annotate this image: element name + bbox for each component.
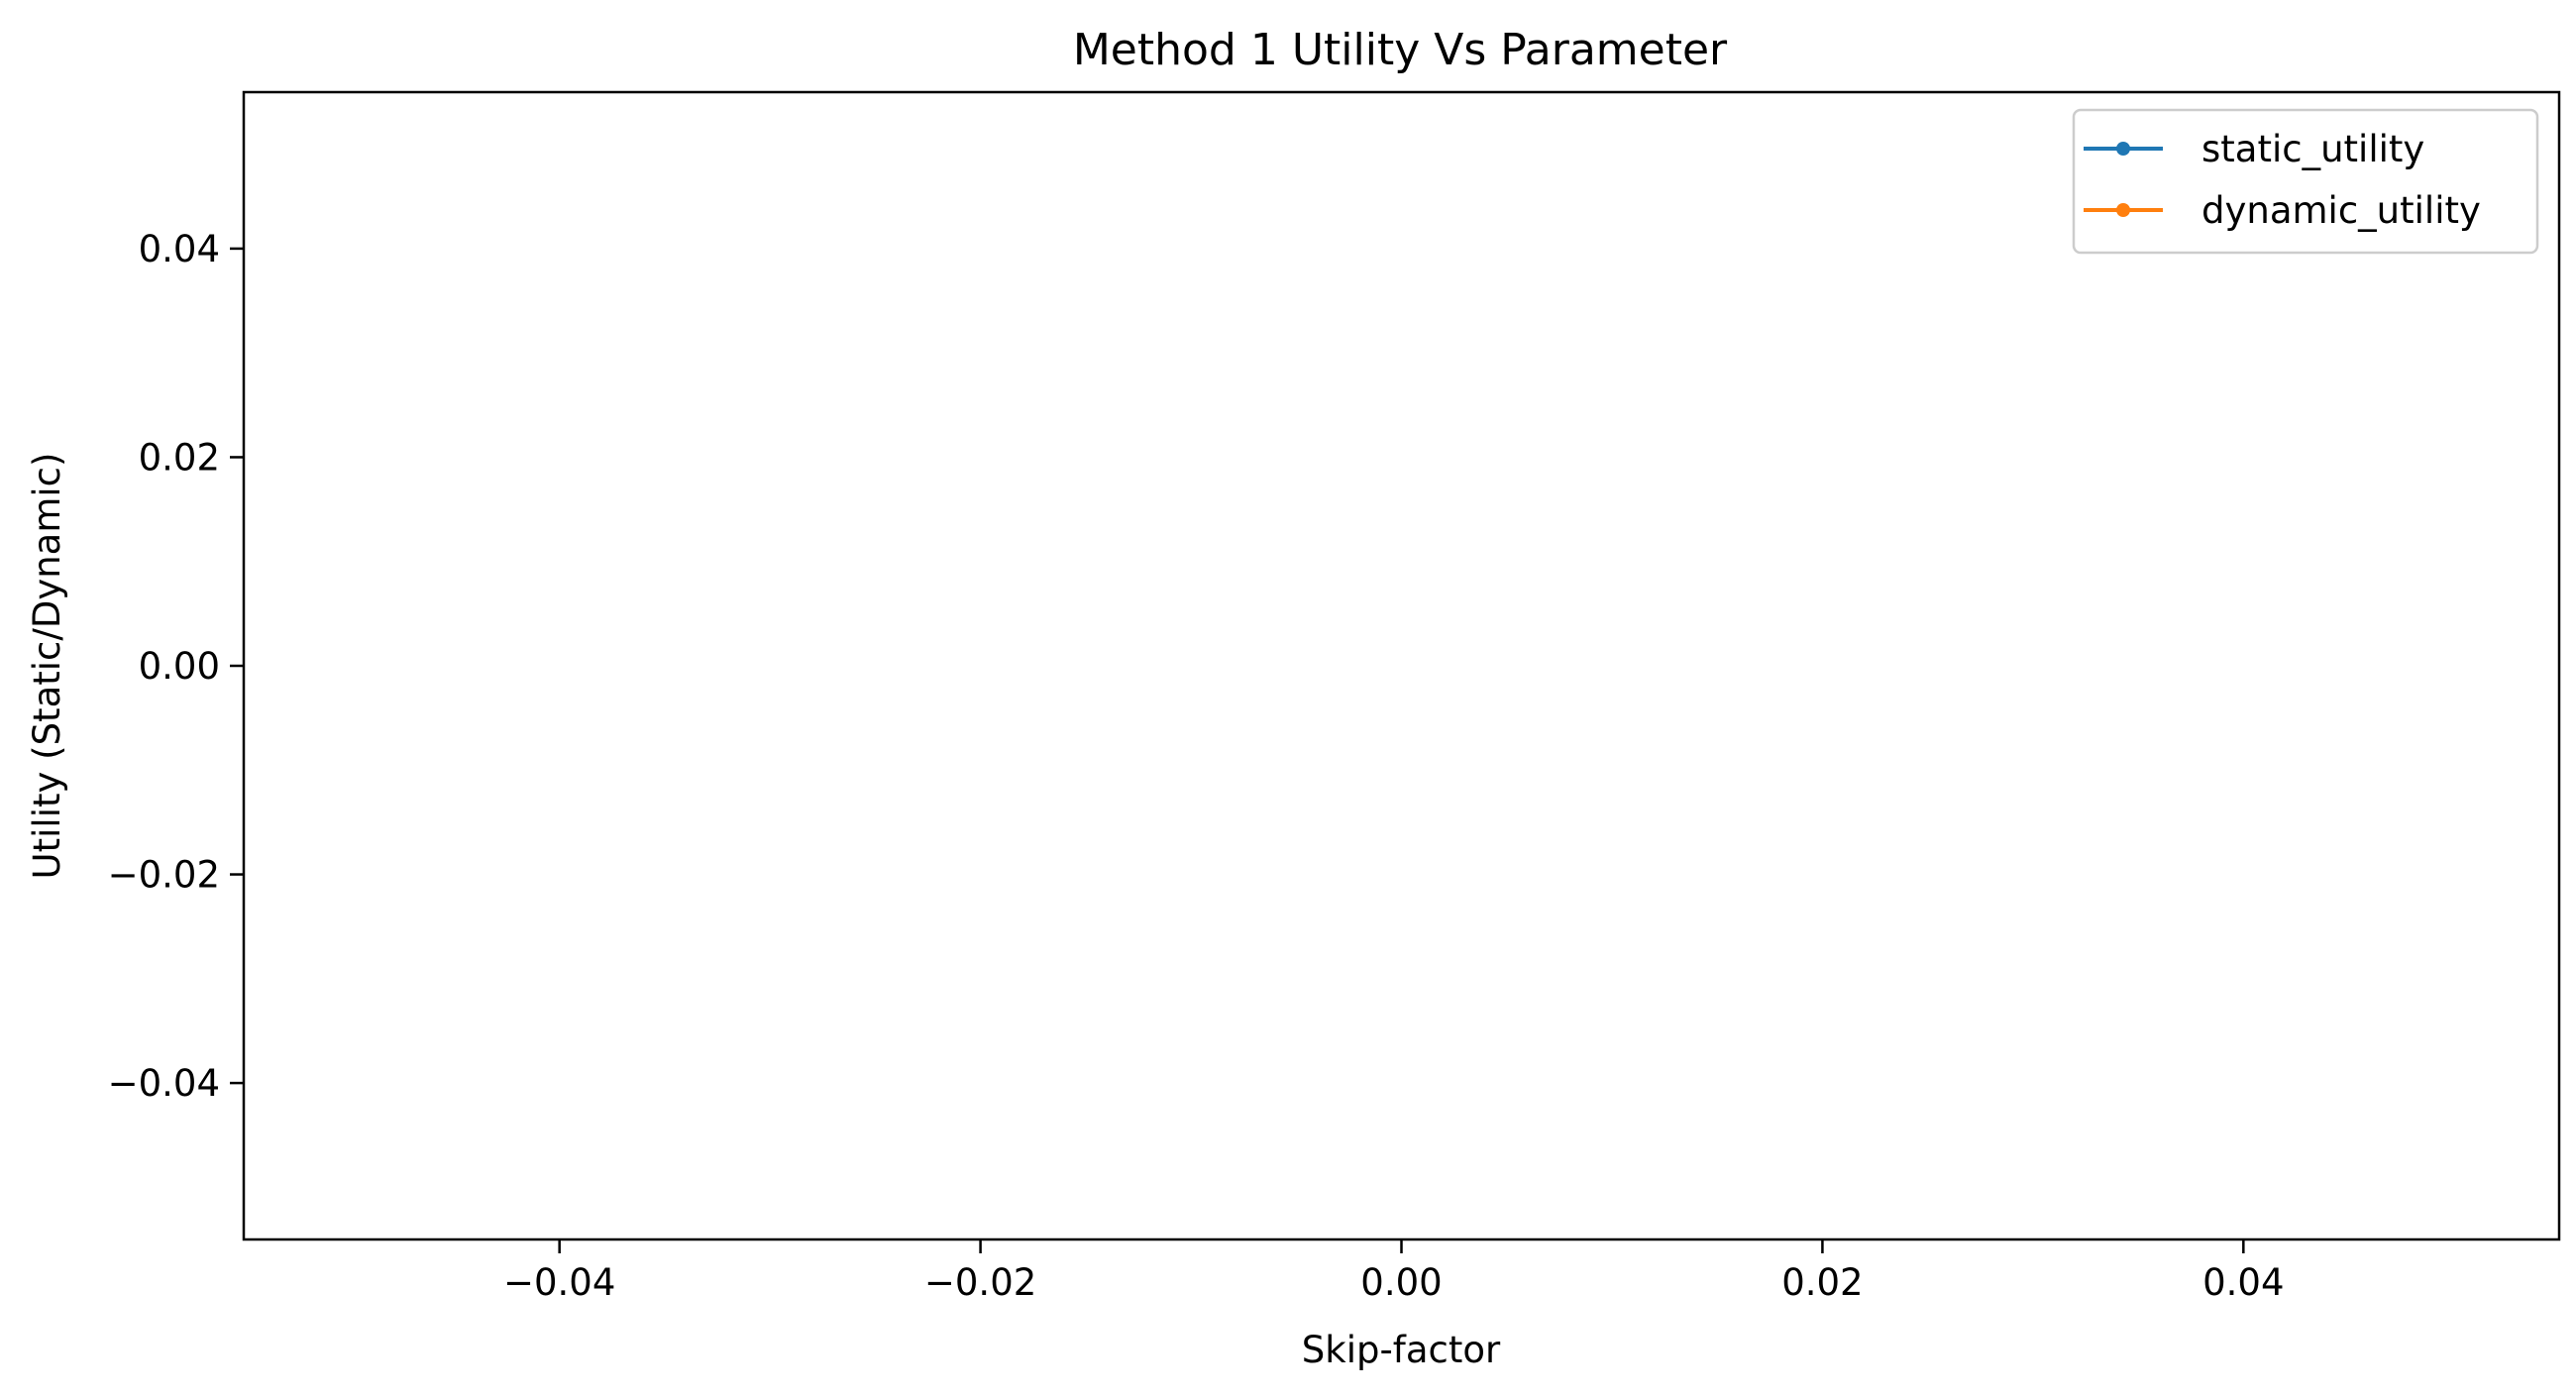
x-axis: −0.04 −0.02 0.00 0.02 0.04 xyxy=(503,1239,2285,1304)
y-axis-label: Utility (Static/Dynamic) xyxy=(26,453,68,880)
legend-label: static_utility xyxy=(2201,128,2424,170)
y-tick-label: 0.02 xyxy=(139,436,220,479)
legend-item-dynamic_utility: dynamic_utility xyxy=(2084,189,2481,232)
x-tick-label: −0.02 xyxy=(924,1261,1036,1304)
x-tick-label: 0.04 xyxy=(2202,1261,2284,1304)
y-tick-label: −0.04 xyxy=(108,1062,220,1105)
chart-title: Method 1 Utility Vs Parameter xyxy=(1073,25,1728,75)
legend-label: dynamic_utility xyxy=(2201,189,2481,232)
x-axis-label: Skip-factor xyxy=(1302,1329,1501,1371)
legend-swatch-marker xyxy=(2116,142,2130,156)
y-tick-label: 0.00 xyxy=(139,645,220,688)
y-tick-label: 0.04 xyxy=(139,228,220,270)
x-tick-label: 0.02 xyxy=(1781,1261,1863,1304)
plot-area xyxy=(242,90,2561,1241)
y-tick-label: −0.02 xyxy=(108,854,220,897)
y-axis: −0.04 −0.02 0.00 0.02 0.04 xyxy=(108,228,244,1105)
legend-box xyxy=(2072,108,2539,255)
legend-item-static_utility: static_utility xyxy=(2084,128,2424,170)
legend-swatch-marker xyxy=(2116,203,2130,217)
x-tick-label: 0.00 xyxy=(1360,1261,1442,1304)
legend: static_utility dynamic_utility xyxy=(2072,108,2539,255)
x-tick-label: −0.04 xyxy=(503,1261,615,1304)
